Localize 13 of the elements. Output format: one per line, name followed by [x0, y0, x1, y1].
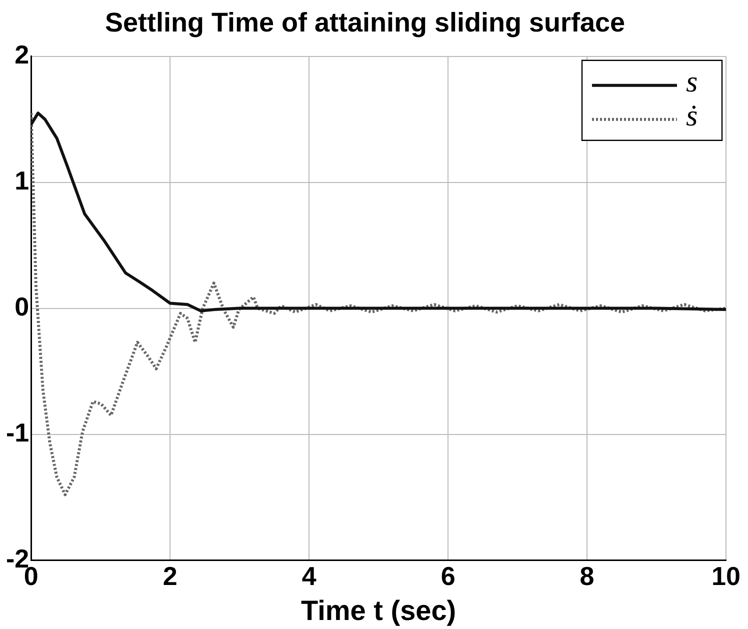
x-tick-label: 8 — [580, 560, 594, 591]
y-tick-label: 0 — [14, 291, 30, 322]
y-tick-label: 1 — [14, 166, 30, 196]
x-tick-label: 10 — [712, 560, 740, 591]
legend-label: ṡ — [686, 99, 698, 132]
chart-title: Settling Time of attaining sliding surface — [104, 8, 626, 38]
x-tick-label: 2 — [162, 560, 178, 591]
y-tick-label: 2 — [14, 40, 30, 70]
x-tick-label: 4 — [302, 560, 317, 591]
x-axis-title: Time t (sec) — [301, 594, 456, 626]
x-tick-label: 6 — [440, 560, 456, 591]
y-tick-label: -1 — [6, 417, 30, 448]
legend-label: s — [686, 65, 698, 98]
